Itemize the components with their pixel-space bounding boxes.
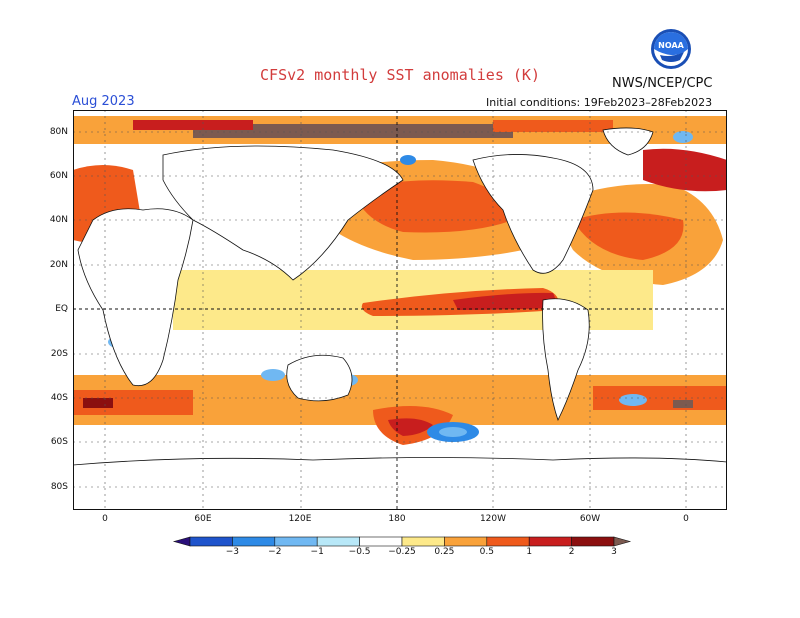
lon-label: 60E [194, 514, 212, 524]
lat-label: 20N [49, 260, 68, 270]
colorbar-segment [316, 536, 360, 547]
lon-label: 0 [102, 514, 108, 524]
grid-lines [73, 110, 727, 510]
lon-label: 60W [579, 514, 601, 524]
colorbar-segment [528, 536, 572, 547]
colorbar-segment [571, 536, 615, 547]
lon-label: 0 [683, 514, 689, 524]
noaa-logo-icon: NOAA [651, 29, 691, 69]
colorbar-label: 2 [568, 547, 575, 557]
colorbar-label: −0.5 [348, 547, 371, 557]
lat-label: EQ [55, 304, 68, 314]
colorbar-segment [189, 536, 233, 547]
colorbar-label: −3 [225, 547, 240, 557]
colorbar-label: 0.25 [434, 547, 455, 557]
lat-label: 40S [50, 393, 68, 403]
lon-label: 120W [479, 514, 507, 524]
lat-label: 60N [49, 171, 68, 181]
reference-lines [73, 110, 727, 510]
colorbar-segment [486, 536, 530, 547]
colorbar-segment [232, 536, 276, 547]
anomaly-fields [73, 116, 727, 510]
colorbar-segment [444, 536, 488, 547]
colorbar-segment [613, 536, 632, 547]
map-title: CFSv2 monthly SST anomalies (K) [260, 66, 540, 84]
colorbar-label: −2 [268, 547, 282, 557]
agency-label: NWS/NCEP/CPC [612, 76, 713, 91]
lon-label: 180 [388, 514, 406, 524]
lat-label: 80N [49, 127, 68, 137]
colorbar [172, 536, 632, 547]
sst-anomaly-map [73, 110, 727, 510]
lon-label: 120E [288, 514, 312, 524]
coastlines [73, 127, 727, 510]
lat-label: 60S [50, 437, 68, 447]
colorbar-segment [274, 536, 318, 547]
colorbar-segment [172, 536, 191, 547]
valid-month: Aug 2023 [72, 94, 135, 109]
colorbar-label: −0.25 [388, 547, 416, 557]
colorbar-label: 1 [526, 547, 533, 557]
colorbar-segment [359, 536, 403, 547]
colorbar-label: 3 [611, 547, 617, 557]
colorbar-segment [401, 536, 445, 547]
lat-label: 80S [50, 482, 68, 492]
colorbar-label: −1 [310, 547, 324, 557]
lat-label: 40N [49, 215, 68, 225]
initial-conditions: Initial conditions: 19Feb2023–28Feb2023 [486, 96, 713, 109]
colorbar-label: 0.5 [479, 547, 494, 557]
logo-text: NOAA [658, 41, 684, 50]
lat-label: 20S [50, 349, 68, 359]
